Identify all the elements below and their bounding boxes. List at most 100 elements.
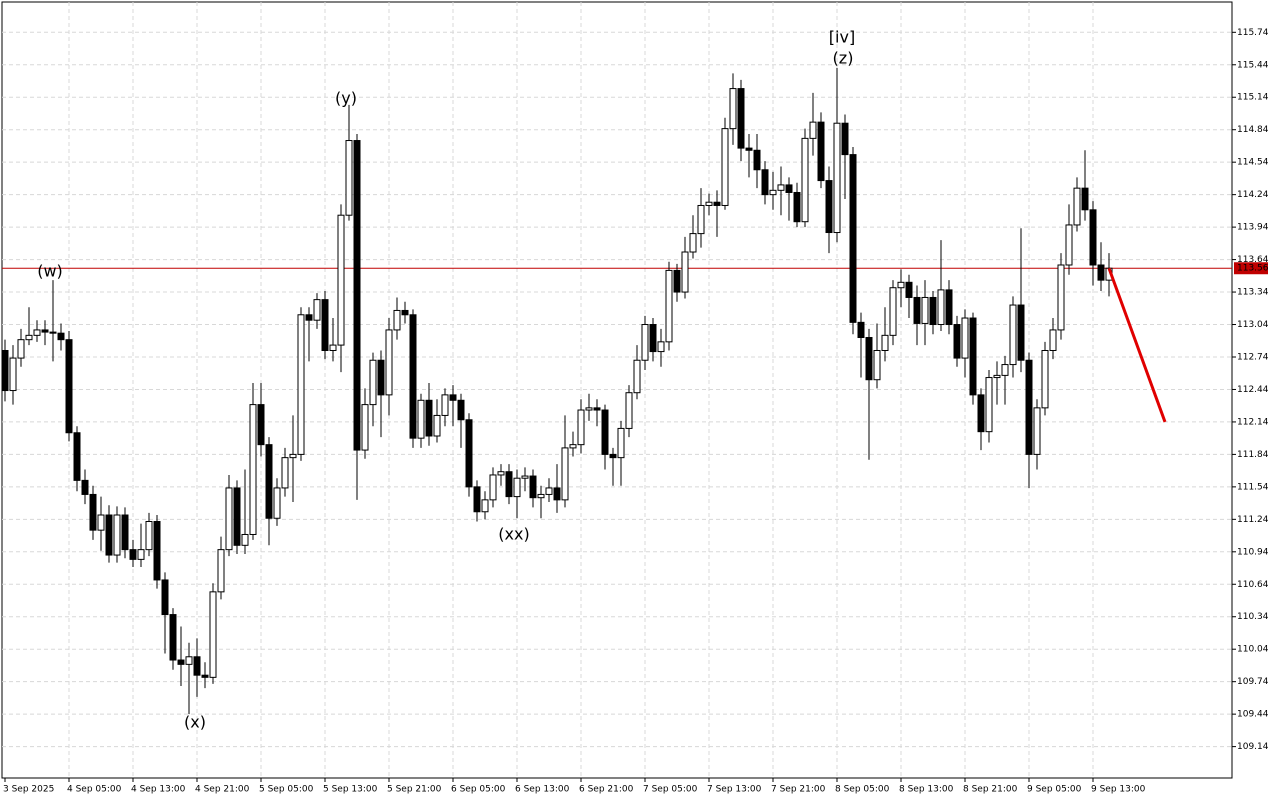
candle-body [601,409,609,455]
candle-body [433,414,441,437]
candle-body [625,392,633,429]
candle-body [1073,187,1081,226]
candle-body [713,201,721,206]
candle-body [993,374,1001,379]
candle-body [753,149,761,171]
candle-body [905,281,913,298]
candle-body [521,475,529,479]
candle-body [57,332,65,341]
y-tick-label: 113.34 [1237,288,1269,298]
x-tick-label: 4 Sep 21:00 [195,785,250,795]
y-tick-label: 111.54 [1237,482,1269,492]
candle-body [569,444,577,449]
candle-body [553,487,561,501]
candle-body [369,359,377,406]
candle-body [921,296,929,324]
y-tick-label: 114.24 [1237,190,1269,200]
x-tick-label: 8 Sep 05:00 [835,785,890,795]
candle-body [1025,359,1033,455]
candle-body [825,180,833,234]
candle-body [65,339,73,434]
x-tick-label: 6 Sep 21:00 [579,785,634,795]
candle-body [841,122,849,156]
candle-body [161,579,169,616]
y-tick-label: 115.74 [1237,28,1269,38]
candle-body [745,147,753,151]
candle-body [121,514,129,551]
y-tick-label: 114.84 [1237,125,1269,135]
candle-body [873,349,881,381]
candle-body [409,314,417,439]
candle-body [33,329,41,336]
candle-body [249,404,257,535]
candle-body [313,299,321,321]
candle-body [705,201,713,206]
y-tick-label: 109.14 [1237,742,1269,752]
candle-body [865,337,873,381]
candle-body [985,377,993,433]
candle-body [1097,264,1105,281]
candle-body [241,533,249,546]
candle-body [817,121,825,182]
candle-body [385,329,393,396]
y-tick-label: 113.94 [1237,223,1269,233]
candle-body [529,475,537,499]
y-tick-label: 111.24 [1237,515,1269,525]
x-tick-label: 4 Sep 05:00 [67,785,122,795]
candle-body [129,549,137,560]
candle-body [897,281,905,289]
y-tick-label: 111.84 [1237,450,1269,460]
candle-body [337,214,345,346]
candle-body [1009,304,1017,366]
wave-label: (w) [37,262,63,281]
candle-body [361,404,369,451]
candle-body [721,128,729,206]
x-tick-label: 9 Sep 13:00 [1091,785,1146,795]
candle-body [81,479,89,495]
candle-body [289,453,297,459]
candle-body [977,394,985,433]
x-tick-label: 7 Sep 13:00 [707,785,762,795]
y-tick-label: 115.14 [1237,93,1269,103]
candle-body [1041,349,1049,409]
candle-body [1081,187,1089,211]
candle-body [577,409,585,446]
candle-body [1001,364,1009,376]
wave-label: (x) [184,713,206,732]
candle-body [697,204,705,235]
candle-body [1049,329,1057,351]
candle-body [41,329,49,333]
candle-body [585,407,593,411]
x-tick-label: 6 Sep 13:00 [515,785,570,795]
candle-body [1065,224,1073,266]
candle-body [265,444,273,519]
x-tick-label: 7 Sep 05:00 [643,785,698,795]
candle-body [281,457,289,489]
candle-body [9,357,17,392]
candle-body [801,137,809,223]
candle-body [305,314,313,321]
candle-body [761,169,769,196]
candle-body [17,339,25,359]
y-tick-label: 109.74 [1237,677,1269,687]
candle-body [1017,304,1025,361]
wave-label: (z) [833,49,854,68]
candle-body [89,493,97,531]
candle-body [185,656,193,665]
candle-body [633,359,641,394]
candle-body [401,309,409,316]
candle-body [881,334,889,351]
candle-body [145,520,153,551]
y-tick-label: 113.04 [1237,320,1269,330]
candle-body [137,549,145,560]
candle-body [729,88,737,130]
candle-body [233,487,241,546]
candle-body [1089,209,1097,266]
candle-body [377,359,385,396]
candle-body [193,656,201,676]
candle-body [673,269,681,293]
candle-body [505,471,513,498]
candle-body [889,287,897,336]
candle-body [913,296,921,324]
